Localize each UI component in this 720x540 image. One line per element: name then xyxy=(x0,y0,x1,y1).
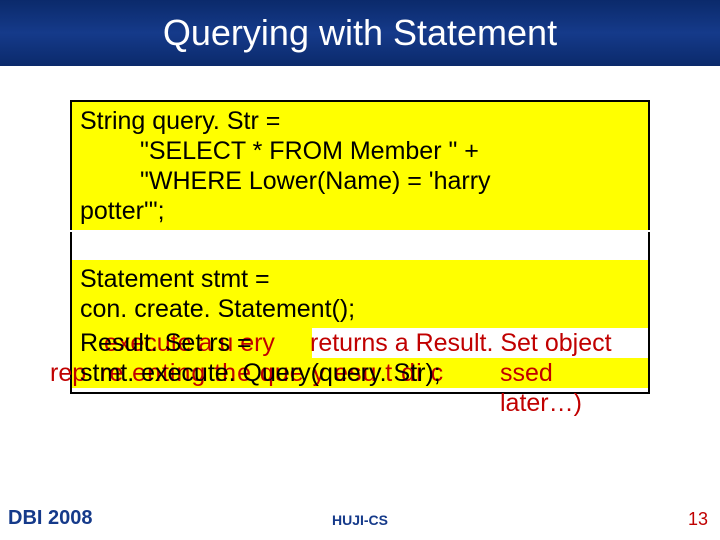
code-line: stmt. execute. Query(query. Str); xyxy=(80,358,441,388)
code-line: "WHERE Lower(Name) = 'harry xyxy=(80,166,640,196)
code-block-2: Statement stmt = con. create. Statement(… xyxy=(70,260,650,328)
code-line: con. create. Statement(); xyxy=(80,295,355,323)
code-line: Statement stmt = xyxy=(80,265,270,293)
footer-left: DBI 2008 xyxy=(8,507,93,530)
red-fragment: ssed later…) xyxy=(500,358,640,418)
slide-title: Querying with Statement xyxy=(163,12,557,54)
overlap-region: execute a u ery Result. Set rs = returns… xyxy=(70,328,650,394)
overlap-line-2: rep re enting the que y esu t di c stmt.… xyxy=(80,358,640,388)
gap xyxy=(72,232,648,260)
slide: Querying with Statement String query. St… xyxy=(0,0,720,540)
code-block-1: String query. Str = "SELECT * FROM Membe… xyxy=(70,100,650,230)
code-line: Result. Set rs = xyxy=(80,328,252,358)
red-fragment: returns a Result. Set object xyxy=(310,328,612,358)
footer-center: HUJI-CS xyxy=(332,512,388,528)
code-line: "SELECT * FROM Member " + xyxy=(80,136,640,166)
code-line: potter'"; xyxy=(80,197,165,225)
slide-number: 13 xyxy=(688,509,708,530)
code-line: String query. Str = xyxy=(80,107,280,135)
title-bar: Querying with Statement xyxy=(0,0,720,66)
content-area: String query. Str = "SELECT * FROM Membe… xyxy=(70,100,650,394)
overlap-line-1: execute a u ery Result. Set rs = returns… xyxy=(80,328,640,358)
